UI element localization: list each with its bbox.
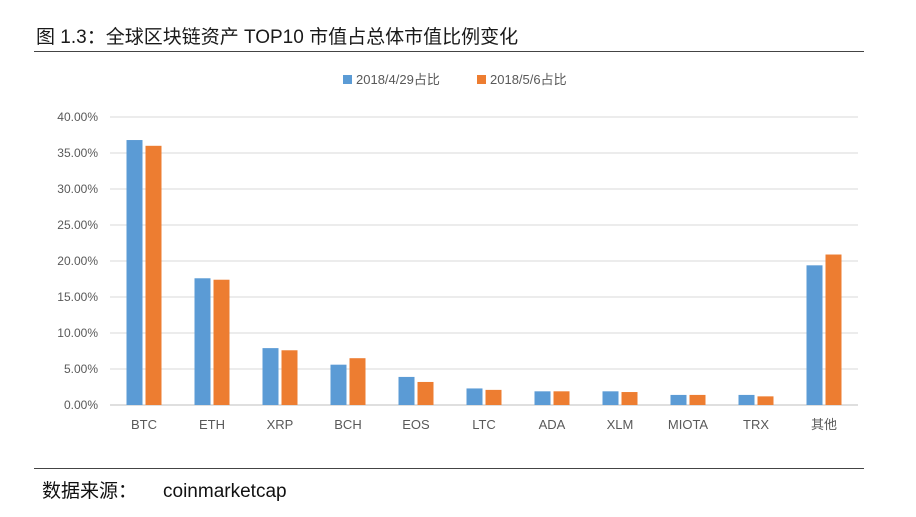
bar-s1-EOS [398, 376, 415, 405]
legend-label-2: 2018/5/6占比 [490, 72, 567, 87]
bar-s2-其他 [825, 254, 842, 405]
bar-s2-TRX [757, 396, 774, 405]
y-tick-label: 20.00% [57, 254, 98, 268]
bar-chart: 0.00% 5.00% 10.00% 15.00% 20.00% 25.00% 30.00%… [57, 72, 858, 432]
figure-title: 图 1.3：全球区块链资产 TOP10 市值占总体市值比例变化 [36, 27, 519, 48]
x-tick-label: XRP [267, 417, 294, 432]
x-tick-label: BTC [131, 417, 157, 432]
x-tick-label: TRX [743, 417, 769, 432]
legend-swatch-1 [343, 75, 352, 84]
bar-s2-MIOTA [689, 394, 706, 405]
y-tick-label: 15.00% [57, 290, 98, 304]
bar-s1-ADA [534, 391, 551, 405]
y-tick-label: 0.00% [64, 398, 98, 412]
y-tick-label: 5.00% [64, 362, 98, 376]
x-tick-label: LTC [472, 417, 496, 432]
legend-swatch-2 [477, 75, 486, 84]
y-tick-label: 30.00% [57, 182, 98, 196]
bar-s1-LTC [466, 388, 483, 405]
bar-s1-其他 [806, 265, 823, 405]
source-line: 数据来源： coinmarketcap [42, 476, 287, 503]
y-tick-label: 35.00% [57, 146, 98, 160]
bar-s1-ETH [194, 278, 211, 405]
x-tick-label: ETH [199, 417, 225, 432]
x-tick-label: BCH [334, 417, 361, 432]
y-tick-label: 40.00% [57, 110, 98, 124]
bar-s2-BTC [145, 145, 162, 406]
bar-s1-BTC [126, 140, 143, 406]
bar-s2-ETH [213, 279, 230, 405]
bar-s1-BCH [330, 364, 347, 405]
bar-s2-BCH [349, 358, 366, 405]
y-tick-label: 25.00% [57, 218, 98, 232]
bar-s1-TRX [738, 394, 755, 405]
x-tick-label: ADA [539, 417, 566, 432]
bar-s2-EOS [417, 381, 434, 405]
bar-s1-XLM [602, 391, 619, 405]
x-tick-label: EOS [402, 417, 430, 432]
bar-s2-ADA [553, 391, 570, 405]
bar-s2-LTC [485, 389, 502, 405]
x-tick-label: 其他 [811, 417, 837, 432]
title-divider [34, 51, 864, 52]
source-divider [34, 468, 864, 469]
x-tick-label: XLM [607, 417, 634, 432]
bar-s2-XRP [281, 350, 298, 405]
source-value: coinmarketcap [163, 481, 287, 502]
y-tick-label: 10.00% [57, 326, 98, 340]
bar-s1-XRP [262, 348, 279, 405]
source-label: 数据来源： [42, 481, 138, 502]
bar-s2-XLM [621, 392, 638, 405]
bar-s1-MIOTA [670, 394, 687, 405]
legend-label-1: 2018/4/29占比 [356, 72, 440, 87]
x-tick-label: MIOTA [668, 417, 709, 432]
